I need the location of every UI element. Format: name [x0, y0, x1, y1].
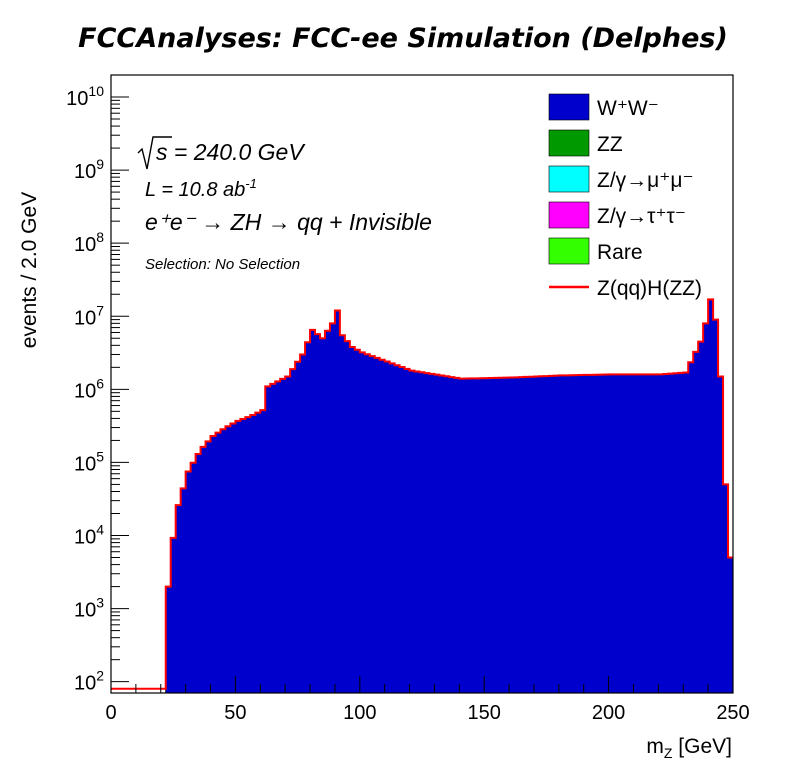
- sqrt-icon: [137, 136, 172, 170]
- x-axis-label-sub: Z: [664, 745, 673, 761]
- plot-frame: [110, 74, 734, 694]
- x-axis-label-unit: [GeV]: [672, 735, 732, 758]
- selection-annotation: Selection: No Selection: [145, 256, 300, 273]
- y-tick-label: 105: [74, 448, 104, 475]
- legend-label: W⁺W⁻: [597, 97, 659, 120]
- y-tick-label: 1010: [66, 83, 104, 110]
- y-tick-label: 108: [74, 229, 104, 256]
- legend-swatch: [548, 129, 590, 157]
- y-tick-label: 109: [74, 156, 104, 183]
- histogram-layers: [111, 298, 734, 694]
- legend-swatch: [548, 93, 590, 121]
- legend-swatch: [548, 237, 590, 265]
- x-tick-label: 150: [468, 702, 501, 724]
- x-axis-label: mZ [GeV]: [646, 735, 732, 761]
- lumi-exp: -1: [245, 176, 257, 191]
- legend-swatch: [548, 201, 590, 229]
- x-tick-label: 200: [592, 702, 625, 724]
- legend-label: Z(qq)H(ZZ): [597, 277, 702, 300]
- legend: W⁺W⁻ ZZ Z/γ→μ⁺μ⁻ Z/γ→τ⁺τ⁻ Rare Z(qq)H(ZZ): [548, 93, 702, 300]
- chart-title: FCCAnalyses: FCC-ee Simulation (Delphes): [78, 23, 728, 54]
- y-tick-label: 106: [74, 375, 104, 402]
- y-tick-label: 104: [74, 522, 104, 549]
- lumi-prefix: L = 10.8 ab: [145, 179, 245, 201]
- process-annotation: e⁺e⁻ → ZH → qq + Invisible: [145, 209, 432, 235]
- legend-swatch: [548, 165, 590, 193]
- x-tick-label: 100: [343, 702, 376, 724]
- y-tick-label: 107: [74, 302, 104, 329]
- legend-label: Rare: [597, 241, 643, 264]
- axis-ticks: 0 50 100 150 200 250 102 103 104 105 106 107 108 109 1…: [66, 74, 750, 724]
- series-zh-line: [111, 298, 733, 690]
- x-axis-label-main: m: [646, 735, 664, 758]
- y-tick-label: 103: [74, 595, 104, 622]
- legend-label: Z/γ→τ⁺τ⁻: [597, 205, 686, 228]
- luminosity-annotation: L = 10.8 ab-1: [145, 176, 257, 201]
- legend-label: ZZ: [597, 133, 623, 156]
- x-tick-label: 250: [716, 702, 749, 724]
- sqrt-s-annotation: s = 240.0 GeV: [137, 136, 306, 170]
- y-axis-label: events / 2.0 GeV: [18, 192, 41, 348]
- legend-label: Z/γ→μ⁺μ⁻: [597, 169, 694, 192]
- sqrt-s-text: s = 240.0 GeV: [156, 139, 306, 165]
- annotations: s = 240.0 GeV L = 10.8 ab-1 e⁺e⁻ → ZH → …: [137, 136, 432, 273]
- x-tick-label: 0: [105, 702, 116, 724]
- x-tick-label: 50: [224, 702, 246, 724]
- y-tick-label: 102: [74, 668, 104, 695]
